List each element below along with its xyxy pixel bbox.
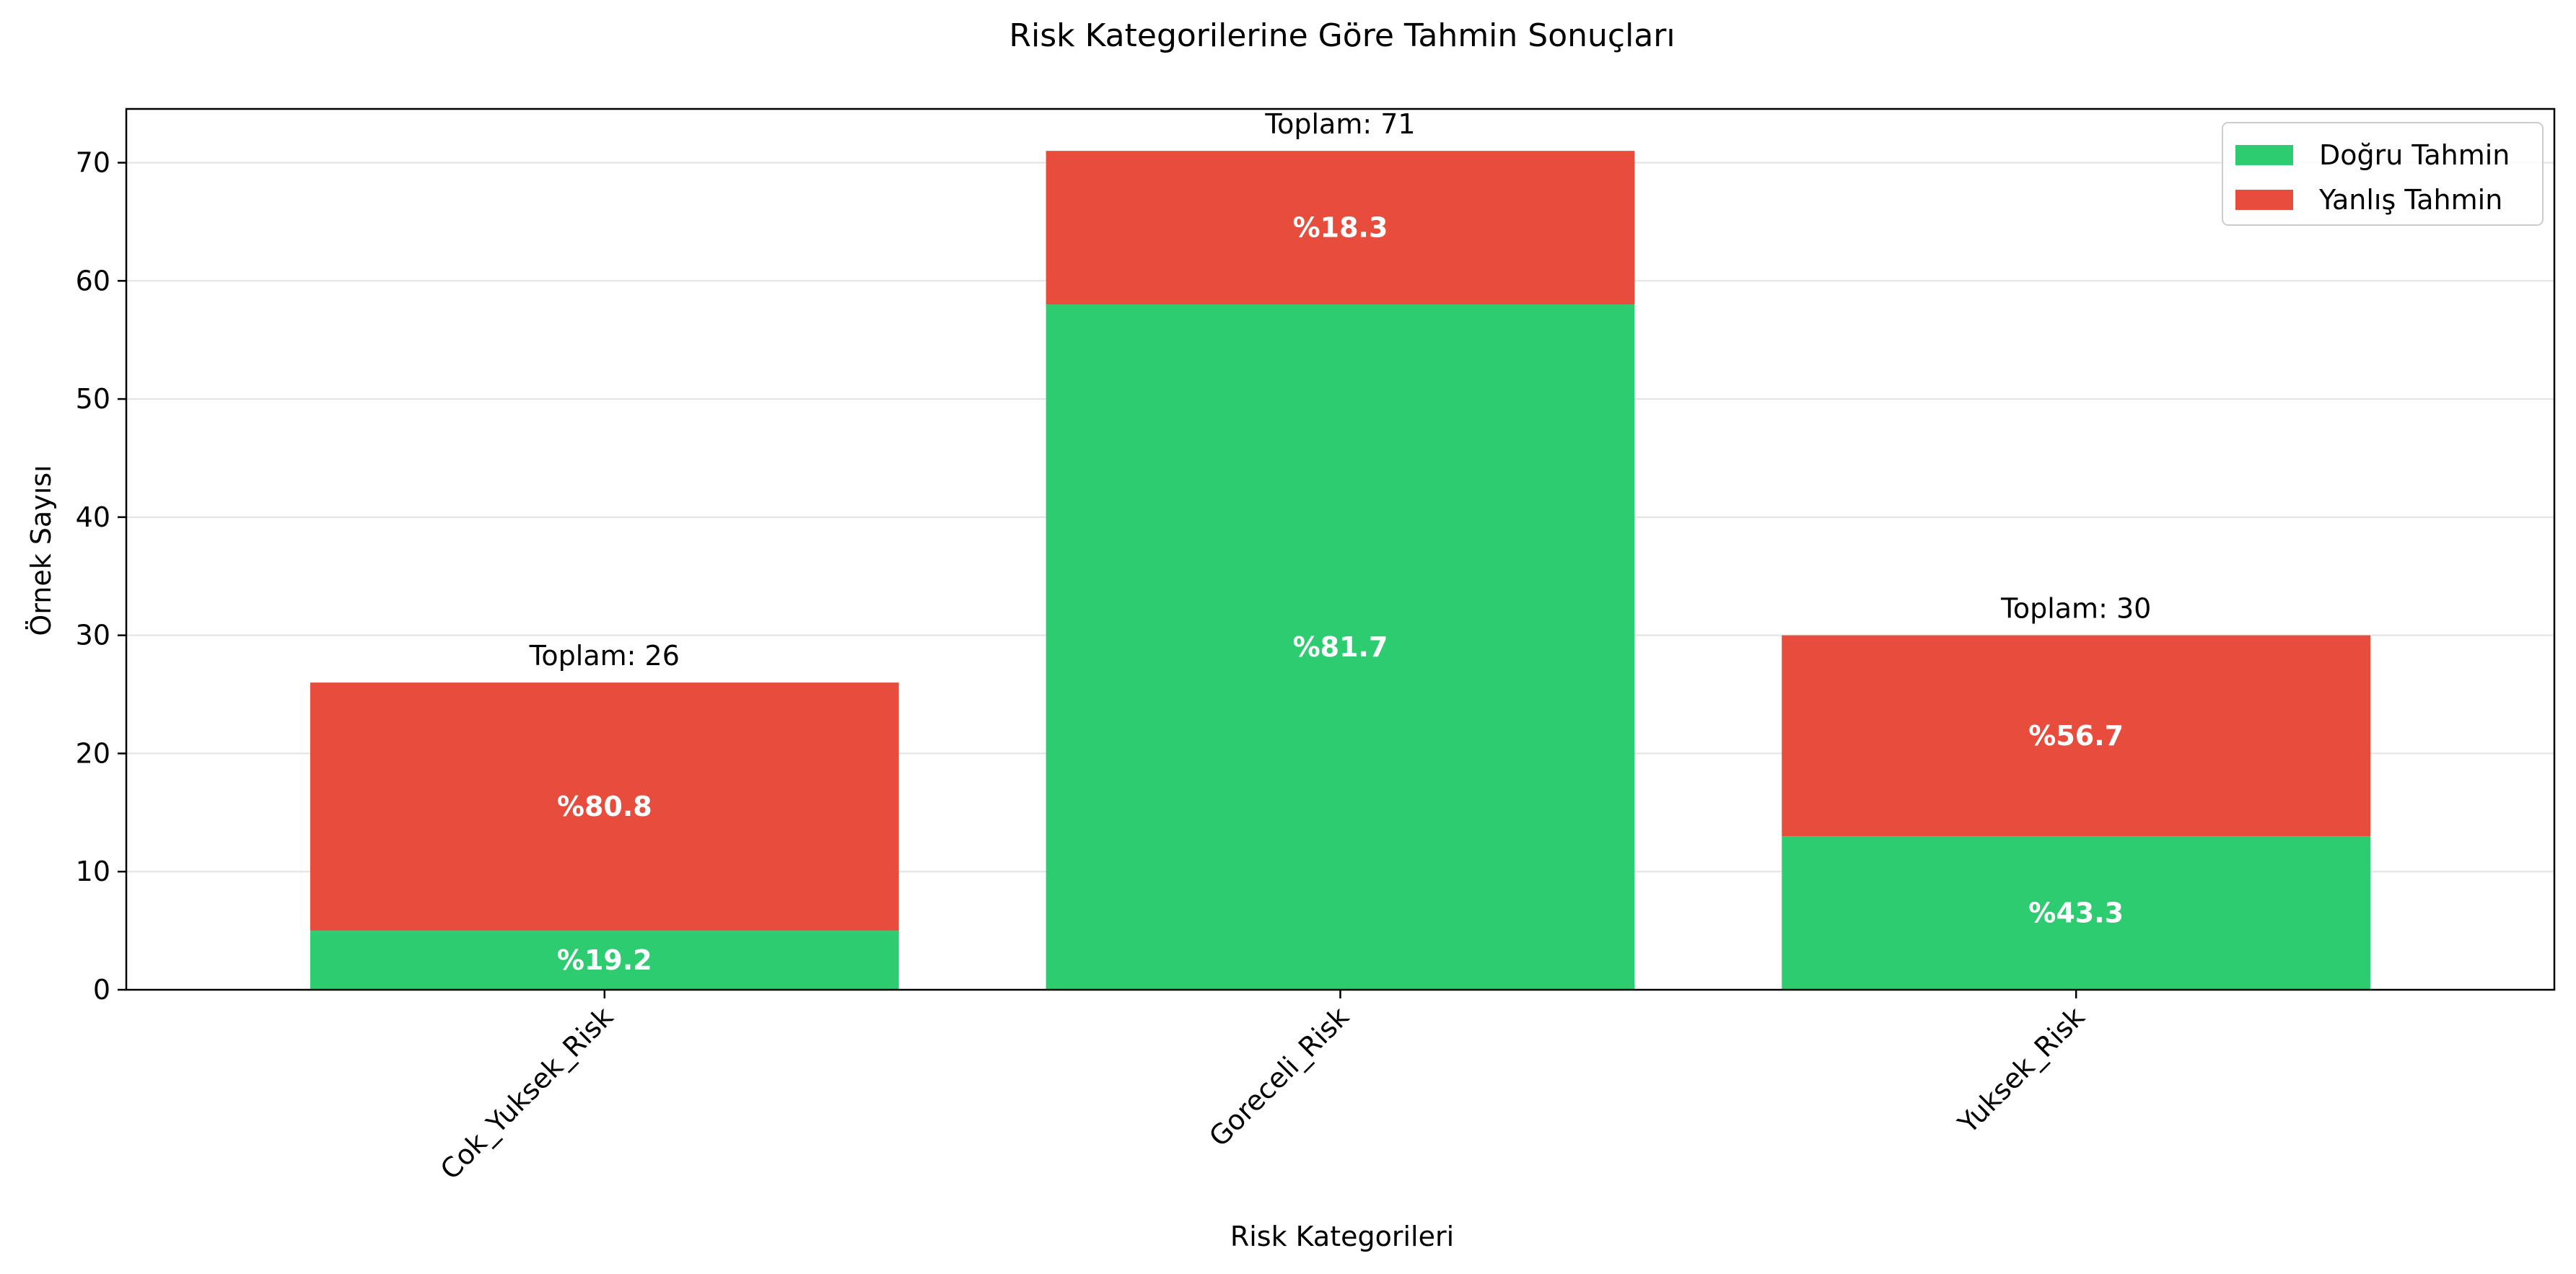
total-label-Cok_Yuksek_Risk: Toplam: 26 <box>529 640 680 672</box>
bar-correct-Yuksek_Risk <box>1782 836 2371 990</box>
legend: Doğru Tahmin Yanlış Tahmin <box>2222 122 2544 226</box>
y-tick-label-6: 60 <box>76 265 110 296</box>
y-tick-label-7: 70 <box>76 147 110 179</box>
bars <box>310 151 2371 990</box>
bar-wrong-Yuksek_Risk <box>1782 635 2371 837</box>
pct-label-correct-Yuksek_Risk: %43.3 <box>2028 897 2124 929</box>
total-label-Goreceli_Risk: Toplam: 71 <box>1264 108 1415 140</box>
bar-wrong-Goreceli_Risk <box>1046 151 1635 305</box>
bar-correct-Goreceli_Risk <box>1046 304 1635 990</box>
y-tick-label-4: 40 <box>76 501 110 533</box>
total-label-Yuksek_Risk: Toplam: 30 <box>2000 593 2151 625</box>
bar-wrong-Cok_Yuksek_Risk <box>310 682 899 931</box>
chart-title: Risk Kategorilerine Göre Tahmin Sonuçlar… <box>1009 17 1675 54</box>
legend-swatch-correct <box>2235 145 2293 165</box>
pct-label-wrong-Goreceli_Risk: %18.3 <box>1293 212 1388 244</box>
y-tick-label-3: 30 <box>76 620 110 651</box>
legend-label-wrong: Yanlış Tahmin <box>2318 184 2502 216</box>
y-tick-label-1: 10 <box>76 856 110 887</box>
legend-swatch-wrong <box>2235 190 2293 210</box>
x-axis-label: Risk Kategorileri <box>1230 1221 1454 1252</box>
legend-label-correct: Doğru Tahmin <box>2319 139 2510 171</box>
y-tick-label-5: 50 <box>76 383 110 415</box>
bar-correct-Cok_Yuksek_Risk <box>310 931 899 990</box>
y-axis-label: Örnek Sayısı <box>25 465 57 636</box>
bar-labels: %19.2 %80.8 Toplam: 26 %81.7 %18.3 Toplam: 71… <box>529 108 2152 976</box>
pct-label-correct-Goreceli_Risk: %81.7 <box>1293 631 1388 663</box>
legend-box <box>2222 122 2544 226</box>
y-tick-label-0: 0 <box>93 974 110 1006</box>
pct-label-wrong-Yuksek_Risk: %56.7 <box>2028 720 2124 752</box>
y-tick-label-2: 20 <box>76 737 110 769</box>
pct-label-correct-Cok_Yuksek_Risk: %19.2 <box>557 944 652 976</box>
pct-label-wrong-Cok_Yuksek_Risk: %80.8 <box>557 791 652 822</box>
